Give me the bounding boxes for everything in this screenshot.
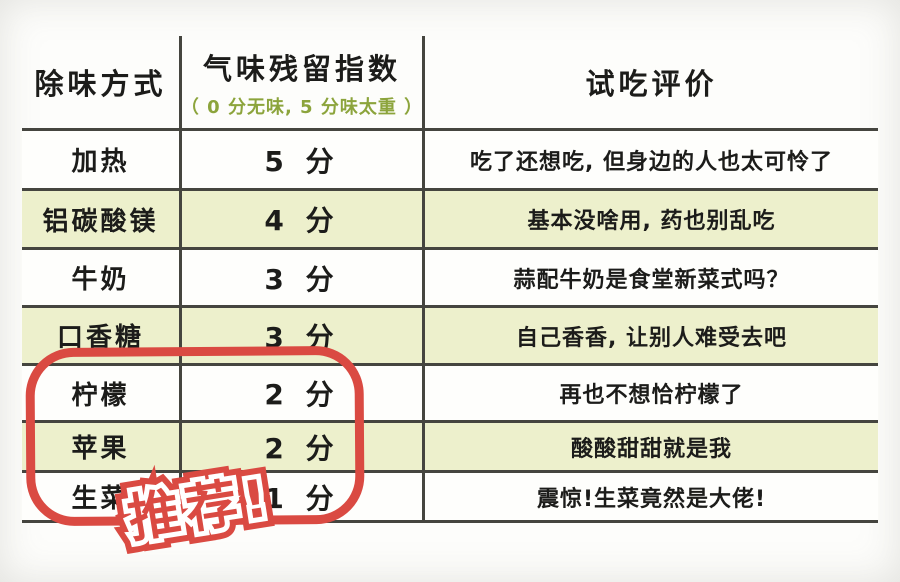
- score-cell: 2 分: [182, 423, 425, 470]
- table-header-row: 除味方式 气味残留指数 （ 0 分无味, 5 分味太重 ） 试吃评价: [22, 36, 878, 131]
- odor-removal-table: 除味方式 气味残留指数 （ 0 分无味, 5 分味太重 ） 试吃评价 加热 5 …: [22, 36, 878, 523]
- column-header-review: 试吃评价: [425, 36, 878, 128]
- method-cell: 口香糖: [22, 308, 182, 363]
- table-row: 生菜 1 分 震惊!生菜竟然是大佬!: [22, 473, 878, 523]
- column-header-method: 除味方式: [22, 36, 182, 128]
- column-header-score-label: 气味残留指数: [202, 51, 401, 86]
- table-row: 加热 5 分 吃了还想吃, 但身边的人也太可怜了: [22, 131, 878, 191]
- table-row: 牛奶 3 分 蒜配牛奶是食堂新菜式吗？: [22, 250, 878, 308]
- table-row: 铝碳酸镁 4 分 基本没啥用, 药也别乱吃: [22, 191, 878, 250]
- comment-cell: 自己香香, 让别人难受去吧: [515, 325, 788, 351]
- score-cell: 3 分: [182, 250, 425, 305]
- table-row: 柠檬 2 分 再也不想恰柠檬了: [22, 366, 878, 423]
- column-header-review-label: 试吃评价: [585, 67, 718, 101]
- method-cell: 生菜: [22, 473, 182, 520]
- comment-cell: 震惊!生菜竟然是大佬!: [536, 486, 767, 512]
- method-cell: 铝碳酸镁: [22, 191, 182, 247]
- score-cell: 1 分: [182, 473, 425, 520]
- table-row: 苹果 2 分 酸酸甜甜就是我: [22, 423, 878, 473]
- comment-cell: 蒜配牛奶是食堂新菜式吗？: [513, 267, 790, 293]
- score-scale-note: （ 0 分无味, 5 分味太重 ）: [180, 96, 424, 118]
- table-row: 口香糖 3 分 自己香香, 让别人难受去吧: [22, 308, 878, 366]
- method-cell: 苹果: [22, 423, 182, 470]
- score-cell: 5 分: [182, 131, 425, 188]
- comment-cell: 吃了还想吃, 但身边的人也太可怜了: [469, 149, 834, 175]
- method-cell: 加热: [22, 131, 182, 188]
- score-cell: 2 分: [182, 366, 425, 420]
- column-header-score: 气味残留指数 （ 0 分无味, 5 分味太重 ）: [180, 36, 425, 128]
- comment-cell: 再也不想恰柠檬了: [559, 383, 744, 408]
- method-cell: 牛奶: [22, 250, 182, 305]
- score-cell: 3 分: [182, 308, 425, 363]
- comment-cell: 基本没啥用, 药也别乱吃: [527, 209, 776, 234]
- column-header-method-label: 除味方式: [34, 67, 167, 101]
- comment-cell: 酸酸甜甜就是我: [570, 436, 732, 462]
- method-cell: 柠檬: [22, 366, 182, 420]
- score-cell: 4 分: [182, 191, 425, 247]
